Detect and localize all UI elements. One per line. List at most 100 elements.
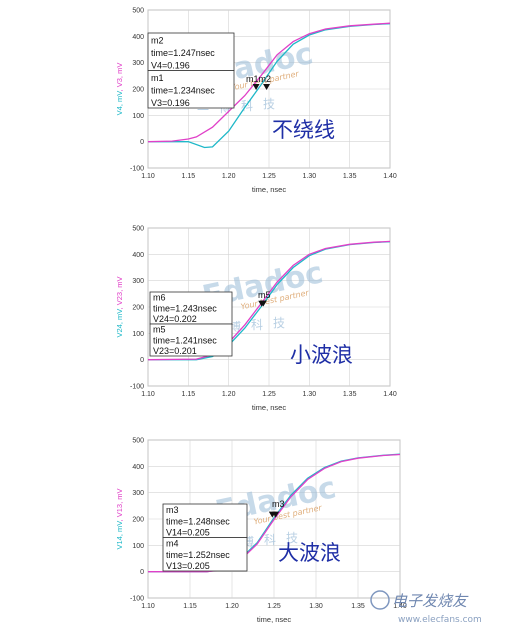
y-tick-label: 200 [132,517,144,524]
y-tick-label: 100 [132,543,144,550]
watermark-char: 技 [263,97,275,111]
marker-readout-line: m6 [153,293,166,303]
y-tick-label: -100 [130,384,144,391]
x-tick-label: 1.35 [351,603,365,610]
y-tick-label: 400 [132,34,144,41]
marker-readout-line: V23=0.201 [153,346,197,356]
watermark-char: 科 [264,533,276,547]
y-axis-label: V4, mV, V3, mV [115,63,124,116]
x-tick-label: 1.25 [267,603,281,610]
y-axis-label-part: V24, mV [115,309,124,338]
marker-readout-line: V3=0.196 [151,98,190,108]
chart-3: 1.10 1.15 1.20 1.25 1.30 1.35 1.40 -100 0 100 200 3… [115,438,407,625]
x-axis-label: time, nsec [257,615,291,624]
series-line-V3 [147,22,391,143]
x-tick-label: 1.20 [225,603,239,610]
marker-readout-line: m2 [151,36,164,46]
chart-caption: 小波浪 [290,343,353,367]
marker-readout-box [147,32,235,71]
x-tick-label: 1.15 [182,173,196,180]
y-tick-label: 500 [132,8,144,15]
x-axis-label: time, nsec [252,185,286,194]
y-tick-label: 100 [132,113,144,120]
marker-tag: m3 [272,499,285,509]
x-tick-label: 1.30 [309,603,323,610]
x-tick-label: 1.30 [303,391,317,398]
x-tick-label: 1.40 [383,391,397,398]
marker-m4 [272,511,280,518]
y-axis-label-part: , V3, mV [115,63,124,92]
footer-url: www.elecfans.com [398,615,482,625]
marker-readout-line: V24=0.202 [153,314,197,324]
marker-readout-box [149,323,233,357]
y-tick-label: 400 [132,464,144,471]
marker-readout-box [147,70,235,109]
watermark-char: 科 [251,318,263,332]
x-tick-label: 1.35 [343,173,357,180]
marker-m2 [263,84,271,91]
marker-readout-line: m3 [166,505,179,515]
marker-readout-line: time=1.248nsec [166,516,230,526]
y-tick-label: 500 [132,226,144,233]
marker-readout-line: m1 [151,73,164,83]
y-tick-label: 500 [132,438,144,445]
marker-readout-line: time=1.243nsec [153,303,217,313]
x-tick-label: 1.30 [303,173,317,180]
y-tick-label: 0 [140,139,144,146]
watermark-char: 技 [286,531,298,545]
marker-tag: m1m2 [246,74,271,84]
x-tick-label: 1.15 [183,603,197,610]
marker-readout-line: time=1.234nsec [151,86,215,96]
x-axis-label: time, nsec [252,403,286,412]
chart-2: 1.10 1.15 1.20 1.25 1.30 1.35 1.40 -100 0 100 200 3… [115,226,397,413]
marker-readout-line: time=1.241nsec [153,335,217,345]
watermark-char: 技 [273,316,285,330]
y-axis-label: V24, mV, V23, mV [115,276,124,337]
y-tick-label: 100 [132,331,144,338]
x-tick-label: 1.10 [141,391,155,398]
y-axis-label: V14, mV, V13, mV [115,488,124,549]
footer-logo-text: 电子发烧友 [392,592,469,610]
marker-m1 [252,84,260,91]
y-tick-label: 300 [132,490,144,497]
marker-readout-box [162,503,248,538]
chart-1: 1.10 1.15 1.20 1.25 1.30 1.35 1.40 -100 0 100 200 3… [115,8,397,195]
marker-m5 [258,300,266,307]
marker-readout-line: time=1.247nsec [151,48,215,58]
y-axis-label-part: V4, mV [115,91,124,116]
x-tick-label: 1.10 [141,173,155,180]
marker-readout-line: m4 [166,539,179,549]
y-tick-label: 300 [132,278,144,285]
marker-readout-line: V13=0.205 [166,561,210,571]
marker-readout-line: V14=0.205 [166,528,210,538]
y-tick-label: -100 [130,166,144,173]
y-tick-label: 200 [132,305,144,312]
marker-tag: m5 [258,290,271,300]
footer-logo-icon [370,590,390,610]
chart-caption: 不绕线 [272,118,335,142]
y-axis-label-part: V14, mV [115,521,124,550]
x-tick-label: 1.20 [222,391,236,398]
x-tick-label: 1.10 [141,603,155,610]
y-tick-label: 0 [140,569,144,576]
y-tick-label: 200 [132,87,144,94]
marker-readout-line: time=1.252nsec [166,550,230,560]
chart-caption: 大波浪 [278,541,341,565]
marker-readout-line: V4=0.196 [151,61,190,71]
y-tick-label: 400 [132,252,144,259]
y-tick-label: 300 [132,60,144,67]
x-tick-label: 1.40 [383,173,397,180]
x-tick-label: 1.25 [262,173,276,180]
x-tick-label: 1.25 [262,391,276,398]
marker-readout-box [162,537,248,572]
y-axis-label-part: , V23, mV [115,276,124,309]
y-axis-label-part: , V13, mV [115,488,124,521]
x-tick-label: 1.20 [222,173,236,180]
marker-readout-line: m5 [153,325,166,335]
marker-readout-box [149,291,233,325]
x-tick-label: 1.35 [343,391,357,398]
x-tick-label: 1.15 [182,391,196,398]
y-tick-label: 0 [140,357,144,364]
x-tick-label: 1.40 [393,603,407,610]
